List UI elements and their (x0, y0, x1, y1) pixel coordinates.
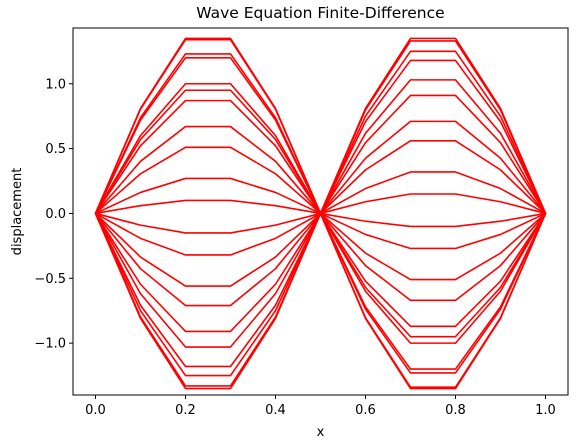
series-line-t20 (94, 37, 547, 390)
x-tick-label: 1.0 (535, 403, 556, 418)
y-tick-label: −0.5 (34, 272, 66, 287)
y-tick-label: 0.0 (45, 207, 66, 222)
y-axis: −1.0 −0.5 0.0 0.5 1.0 (34, 77, 73, 352)
chart-title: Wave Equation Finite-Difference (196, 4, 444, 22)
y-tick-label: 0.5 (45, 142, 66, 157)
y-axis-label: displacement (10, 168, 25, 256)
plot-frame (72, 27, 569, 396)
series-lines (94, 37, 547, 390)
x-tick-label: 0.2 (175, 403, 196, 418)
x-tick-label: 0.0 (85, 403, 106, 418)
y-tick-label: −1.0 (34, 337, 66, 352)
x-axis-label: x (317, 425, 325, 440)
x-tick-label: 0.8 (445, 403, 466, 418)
y-tick-label: 1.0 (45, 77, 66, 92)
x-tick-label: 0.6 (355, 403, 376, 418)
x-axis: 0.0 0.2 0.4 0.6 0.8 1.0 (85, 395, 556, 418)
x-tick-label: 0.4 (265, 403, 286, 418)
